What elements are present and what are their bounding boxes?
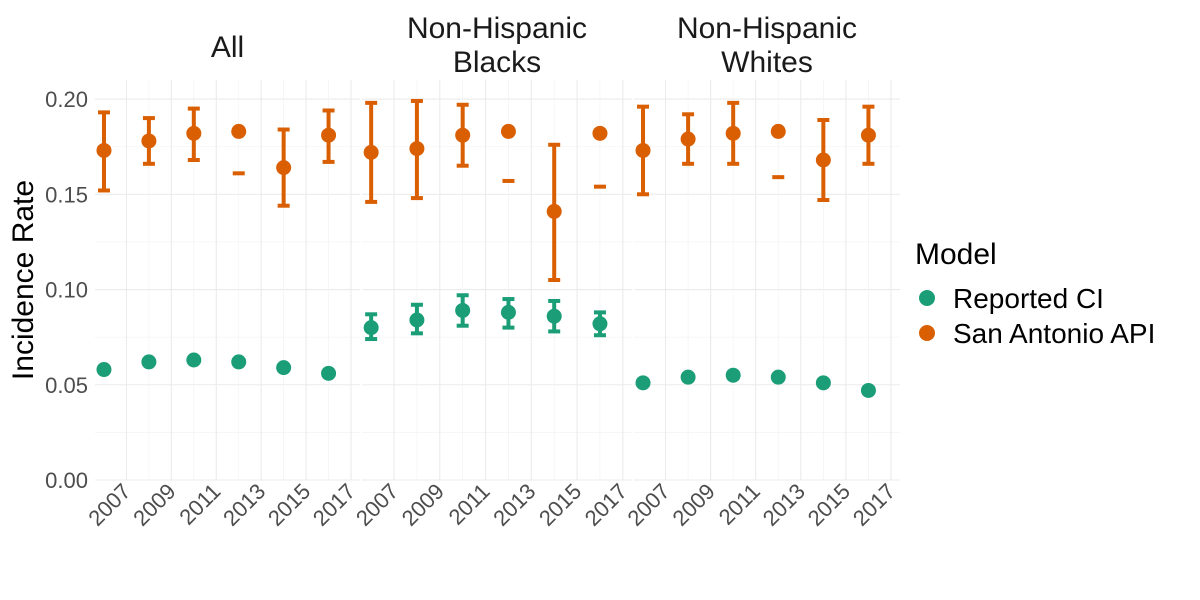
y-axis-title: Incidence Rate — [7, 180, 40, 380]
data-point — [96, 142, 112, 158]
data-point — [141, 133, 157, 149]
data-point — [725, 367, 741, 383]
data-point — [635, 142, 651, 158]
data-point — [860, 127, 876, 143]
data-point — [455, 302, 471, 318]
legend: Model Reported CI San Antonio API — [915, 238, 1155, 349]
data-point — [770, 369, 786, 385]
y-tick-label: 0.00 — [45, 468, 88, 493]
x-tick-label: 2013 — [488, 479, 540, 531]
x-tick-label: 2011 — [444, 479, 495, 530]
data-point — [141, 354, 157, 370]
x-tick-label: 2015 — [263, 479, 315, 531]
data-point — [276, 160, 292, 176]
data-point — [815, 375, 831, 391]
x-tick-label: 2011 — [174, 479, 225, 530]
x-tick-label: 2015 — [534, 479, 586, 531]
x-tick-label: 2011 — [714, 479, 765, 530]
data-point — [635, 375, 651, 391]
data-point — [96, 362, 112, 378]
x-tick-label: 2017 — [848, 479, 900, 531]
x-tick-label: 2009 — [128, 479, 180, 531]
x-tick-label: 2013 — [758, 479, 810, 531]
data-point — [680, 131, 696, 147]
data-point — [546, 308, 562, 324]
facet-title-line: Non-Hispanic — [407, 12, 587, 45]
facet-title-line: Non-Hispanic — [677, 12, 857, 45]
facet-title-line: Blacks — [453, 46, 541, 79]
data-point — [409, 141, 425, 157]
y-tick-label: 0.20 — [45, 87, 88, 112]
data-point — [231, 123, 247, 139]
y-tick-label: 0.10 — [45, 278, 88, 303]
facet-panel: Non-Hispanic Whites 2007200920112013201520… — [622, 12, 900, 531]
data-point — [455, 127, 471, 143]
data-point — [409, 312, 425, 328]
legend-key — [919, 290, 935, 306]
data-point — [500, 304, 516, 320]
data-point — [321, 127, 337, 143]
x-tick-label: 2017 — [308, 479, 360, 531]
data-point — [725, 125, 741, 141]
data-point — [363, 144, 379, 160]
x-tick-label: 2013 — [218, 479, 270, 531]
facet-title-line: Whites — [721, 46, 813, 79]
data-point — [546, 203, 562, 219]
data-point — [815, 152, 831, 168]
x-tick-label: 2009 — [397, 479, 449, 531]
y-tick-label: 0.05 — [45, 373, 88, 398]
data-point — [231, 354, 247, 370]
data-point — [860, 382, 876, 398]
legend-title: Model — [915, 238, 997, 271]
facet-title: Non-Hispanic Whites — [677, 12, 857, 79]
facet-panel: Non-Hispanic Blacks 2007200920112013201520… — [351, 12, 632, 531]
facet-title: All — [211, 31, 244, 64]
facet-title-line: All — [211, 31, 244, 64]
x-tick-label: 2007 — [351, 479, 403, 531]
data-point — [363, 320, 379, 336]
x-tick-label: 2007 — [622, 479, 674, 531]
data-point — [186, 352, 202, 368]
x-tick-label: 2015 — [803, 479, 855, 531]
data-point — [770, 123, 786, 139]
data-point — [276, 360, 292, 376]
legend-label: Reported CI — [953, 283, 1104, 314]
data-point — [680, 369, 696, 385]
data-point — [321, 365, 337, 381]
legend-key — [919, 325, 935, 341]
facet-title: Non-Hispanic Blacks — [407, 12, 587, 79]
data-point — [500, 123, 516, 139]
x-tick-label: 2007 — [83, 479, 135, 531]
x-tick-label: 2017 — [580, 479, 632, 531]
legend-label: San Antonio API — [953, 318, 1155, 349]
y-tick-label: 0.15 — [45, 182, 88, 207]
data-point — [592, 125, 608, 141]
data-point — [592, 316, 608, 332]
x-tick-label: 2009 — [668, 479, 720, 531]
data-point — [186, 125, 202, 141]
